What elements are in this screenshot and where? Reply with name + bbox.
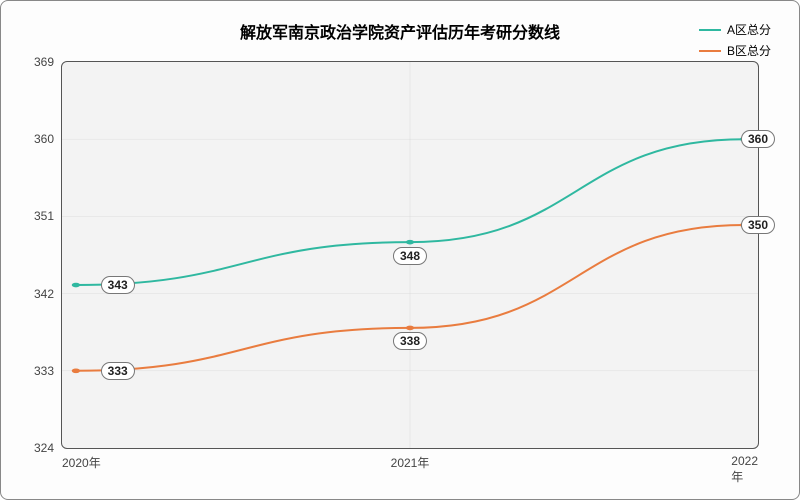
data-label: 338 <box>393 332 427 350</box>
legend-item-b: B区总分 <box>699 42 771 59</box>
legend-swatch-a <box>699 29 721 31</box>
legend-label-a: A区总分 <box>727 21 771 38</box>
data-marker <box>72 283 80 288</box>
data-label: 343 <box>101 276 135 294</box>
data-label: 333 <box>101 362 135 380</box>
chart-title: 解放军南京政治学院资产评估历年考研分数线 <box>240 19 560 43</box>
x-tick-label: 2021年 <box>391 448 430 471</box>
y-tick-label: 342 <box>34 287 62 301</box>
plot-area: 343348360333338350 324333342351360369202… <box>61 61 759 449</box>
legend-label-b: B区总分 <box>727 42 771 59</box>
data-label: 348 <box>393 247 427 265</box>
data-marker <box>72 368 80 373</box>
legend: A区总分 B区总分 <box>699 21 771 63</box>
data-marker <box>406 326 414 331</box>
data-label: 350 <box>741 216 775 234</box>
data-label: 360 <box>741 130 775 148</box>
legend-swatch-b <box>699 50 721 52</box>
y-tick-label: 351 <box>34 209 62 223</box>
legend-item-a: A区总分 <box>699 21 771 38</box>
y-tick-label: 333 <box>34 364 62 378</box>
x-tick-label: 2020年 <box>62 448 101 471</box>
x-tick-label: 2022年 <box>731 448 758 485</box>
y-tick-label: 324 <box>34 441 62 455</box>
data-marker <box>406 240 414 245</box>
y-tick-label: 369 <box>34 55 62 69</box>
y-tick-label: 360 <box>34 132 62 146</box>
chart-container: 解放军南京政治学院资产评估历年考研分数线 A区总分 B区总分 343 348 360… <box>0 0 800 500</box>
